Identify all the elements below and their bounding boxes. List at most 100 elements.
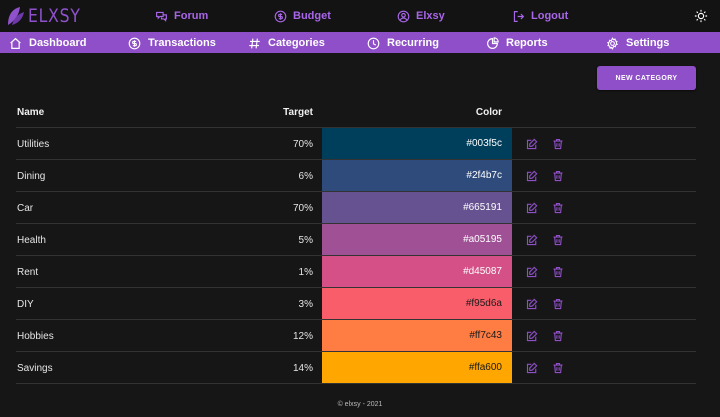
edit-icon[interactable] [526, 234, 538, 246]
profile-link-label: Elxsy [416, 10, 445, 22]
nav-recurring-label: Recurring [387, 37, 439, 49]
edit-icon[interactable] [526, 138, 538, 150]
home-icon [10, 37, 21, 49]
chat-bubbles-icon [156, 11, 167, 22]
category-name: Savings [17, 363, 53, 374]
nav-categories[interactable]: Categories [248, 35, 325, 51]
logout-link[interactable]: Logout [512, 7, 568, 25]
budget-link[interactable]: Budget [274, 7, 331, 25]
category-name: Hobbies [17, 331, 54, 342]
category-color-hex: #665191 [463, 202, 502, 213]
column-header-color[interactable]: Color [475, 107, 502, 118]
table-row: Car 70% #665191 [16, 192, 696, 224]
category-color-swatch: #f95d6a [322, 288, 512, 319]
category-color-swatch: #d45087 [322, 256, 512, 287]
table-row: Savings 14% #ffa600 [16, 352, 696, 384]
edit-icon[interactable] [526, 362, 538, 374]
nav-recurring[interactable]: Recurring [367, 35, 439, 51]
edit-icon[interactable] [526, 170, 538, 182]
pie-chart-icon [487, 36, 499, 49]
nav-dashboard[interactable]: Dashboard [9, 35, 86, 51]
category-color-swatch: #ff7c43 [322, 320, 512, 351]
nav-dashboard-label: Dashboard [29, 37, 87, 49]
sun-icon[interactable] [694, 9, 708, 23]
trash-icon[interactable] [552, 362, 564, 374]
table-row: DIY 3% #f95d6a [16, 288, 696, 320]
nav-categories-label: Categories [268, 37, 325, 49]
category-target: 3% [298, 299, 313, 310]
leaf-logo-icon [8, 7, 24, 25]
category-name: Rent [17, 267, 39, 278]
nav-reports-label: Reports [506, 37, 548, 49]
profile-link[interactable]: Elxsy [397, 7, 445, 25]
category-target: 14% [292, 363, 313, 374]
table-row: Rent 1% #d45087 [16, 256, 696, 288]
category-target: 70% [292, 203, 313, 214]
trash-icon[interactable] [552, 138, 564, 150]
top-bar: ELXSY Forum Budget Elxsy Logout [0, 0, 720, 32]
category-target: 70% [292, 139, 313, 150]
categories-table: Name Target Color Utilities 70% #003f5c Din… [16, 96, 696, 384]
nav-settings[interactable]: Settings [606, 35, 669, 51]
edit-icon[interactable] [526, 202, 538, 214]
category-color-hex: #f95d6a [465, 298, 502, 309]
trash-icon[interactable] [552, 234, 564, 246]
category-color-hex: #003f5c [466, 138, 502, 149]
category-color-swatch: #665191 [322, 192, 512, 223]
nav-settings-label: Settings [626, 37, 670, 49]
budget-link-label: Budget [293, 10, 331, 22]
category-name: Health [17, 235, 46, 246]
category-name: DIY [17, 299, 34, 310]
nav-transactions-label: Transactions [148, 37, 216, 49]
logout-link-label: Logout [531, 10, 569, 22]
edit-icon[interactable] [526, 266, 538, 278]
main-nav: Dashboard Transactions Categories Recurr… [0, 32, 720, 53]
category-color-swatch: #ffa600 [322, 352, 512, 383]
column-header-name[interactable]: Name [17, 107, 45, 118]
trash-icon[interactable] [552, 266, 564, 278]
category-target: 5% [298, 235, 313, 246]
category-name: Utilities [17, 139, 50, 150]
forum-link-label: Forum [174, 10, 209, 22]
category-color-hex: #ff7c43 [469, 330, 502, 341]
category-color-hex: #ffa600 [468, 362, 502, 373]
category-color-swatch: #a05195 [322, 224, 512, 255]
trash-icon[interactable] [552, 170, 564, 182]
forum-link[interactable]: Forum [155, 7, 208, 25]
table-row: Health 5% #a05195 [16, 224, 696, 256]
app-logo[interactable]: ELXSY [6, 3, 92, 29]
trash-icon[interactable] [552, 330, 564, 342]
table-row: Dining 6% #2f4b7c [16, 160, 696, 192]
trash-icon[interactable] [552, 202, 564, 214]
table-header: Name Target Color [16, 96, 696, 128]
category-name: Car [17, 203, 34, 214]
gear-icon [606, 36, 619, 50]
nav-reports[interactable]: Reports [486, 35, 548, 51]
edit-icon[interactable] [526, 330, 538, 342]
column-header-target[interactable]: Target [283, 107, 313, 118]
table-row: Hobbies 12% #ff7c43 [16, 320, 696, 352]
category-color-hex: #2f4b7c [466, 170, 502, 181]
category-color-hex: #d45087 [463, 266, 502, 277]
user-circle-icon [397, 10, 410, 22]
nav-transactions[interactable]: Transactions [128, 35, 216, 51]
hashtag-icon [249, 38, 260, 48]
table-row: Utilities 70% #003f5c [16, 128, 696, 160]
footer-copyright: © elxsy - 2021 [337, 401, 383, 408]
category-color-swatch: #003f5c [322, 128, 512, 159]
category-color-hex: #a05195 [463, 234, 502, 245]
dollar-circle-icon [128, 37, 141, 49]
category-target: 6% [298, 171, 313, 182]
app-name: ELXSY [28, 5, 81, 27]
dollar-circle-icon [274, 10, 287, 22]
new-category-button[interactable]: NEW CATEGORY [597, 66, 696, 90]
trash-icon[interactable] [552, 298, 564, 310]
category-name: Dining [17, 171, 46, 182]
logout-icon [513, 10, 525, 22]
category-target: 1% [298, 267, 313, 278]
edit-icon[interactable] [526, 298, 538, 310]
table-body: Utilities 70% #003f5c Dining 6% #2f4b7c Car 70%… [16, 128, 696, 384]
category-color-swatch: #2f4b7c [322, 160, 512, 191]
category-target: 12% [292, 331, 313, 342]
clock-icon [367, 37, 380, 49]
